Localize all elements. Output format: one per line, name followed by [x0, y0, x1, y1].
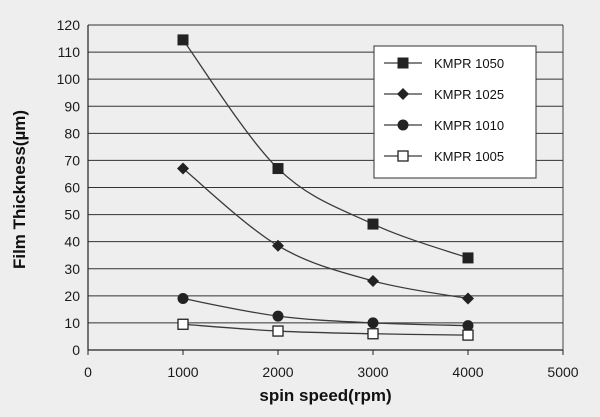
data-point	[272, 239, 284, 252]
axes	[87, 25, 564, 355]
y-tick-label: 10	[64, 315, 80, 331]
x-tick-label: 3000	[357, 364, 388, 380]
data-point	[177, 318, 189, 330]
data-point	[177, 293, 189, 305]
data-point	[462, 329, 474, 341]
data-point	[462, 320, 474, 332]
y-tick-label: 40	[64, 234, 80, 250]
series-line-kmpr-1010	[182, 297, 469, 327]
legend-marker	[397, 88, 409, 100]
data-point	[177, 34, 189, 46]
data-point	[272, 325, 284, 337]
y-tick-label: 0	[72, 342, 80, 358]
y-tick-label: 100	[57, 71, 81, 87]
y-tick-label: 120	[57, 17, 81, 33]
series-line-kmpr-1025	[182, 168, 469, 300]
data-point	[367, 317, 379, 329]
y-tick-label: 90	[64, 98, 80, 114]
series-line-kmpr-1005	[182, 323, 469, 336]
data-point	[367, 328, 379, 340]
legend-label: KMPR 1025	[434, 87, 504, 102]
data-markers	[177, 34, 474, 341]
x-tick-label: 1000	[167, 364, 198, 380]
x-tick-label: 5000	[547, 364, 578, 380]
x-tick-label: 4000	[452, 364, 483, 380]
series-lines	[182, 39, 469, 336]
data-point	[177, 162, 189, 175]
data-point	[462, 292, 474, 305]
legend-marker	[397, 119, 409, 131]
legend: KMPR 1050 KMPR 1025 KMPR 1010 KMPR 1005	[373, 45, 537, 179]
tick-labels: 0 10 20 30 40 50 60 70 80 90 100 110 120 0 1000 2000 300…	[57, 17, 579, 380]
data-point	[462, 252, 474, 264]
x-axis-title: spin speed(rpm)	[259, 386, 391, 405]
y-axis-title: Film Thickness(µm)	[10, 110, 29, 269]
data-point	[272, 163, 284, 175]
data-point	[367, 274, 379, 287]
y-tick-label: 80	[64, 125, 80, 141]
x-tick-label: 0	[84, 364, 92, 380]
data-point	[367, 218, 379, 230]
y-tick-label: 30	[64, 261, 80, 277]
y-tick-label: 20	[64, 288, 80, 304]
legend-marker	[397, 150, 409, 162]
x-tick-label: 2000	[262, 364, 293, 380]
y-tick-label: 70	[64, 152, 80, 168]
legend-label: KMPR 1005	[434, 149, 504, 164]
y-tick-label: 110	[58, 44, 81, 60]
data-point	[272, 310, 284, 322]
legend-label: KMPR 1010	[434, 118, 504, 133]
y-tick-label: 50	[64, 207, 80, 223]
y-tick-label: 60	[64, 180, 80, 196]
legend-label: KMPR 1050	[434, 56, 504, 71]
legend-marker	[397, 57, 409, 69]
series-line-kmpr-1050	[182, 39, 469, 259]
